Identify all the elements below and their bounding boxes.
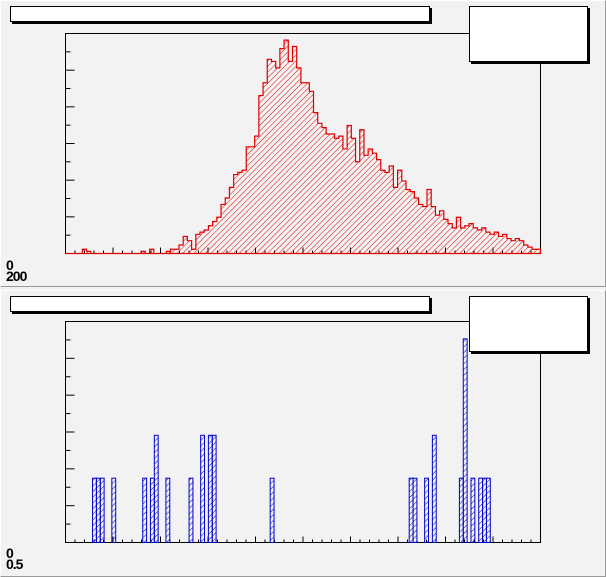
bottom-bar (149, 477, 155, 543)
bottom-axis-label-0: 0 (6, 545, 14, 561)
bottom-bar (200, 434, 206, 543)
bottom-bar (470, 477, 476, 543)
top-chart (65, 33, 542, 255)
bottom-bar (188, 477, 194, 543)
top-histogram (65, 39, 542, 255)
bottom-bar (95, 477, 101, 543)
top-area-fill (65, 40, 541, 254)
top-outline (65, 39, 542, 255)
bottom-bar (269, 477, 275, 543)
bottom-stats-box (469, 296, 588, 352)
bottom-bar (207, 434, 213, 543)
bottom-chart (65, 321, 541, 544)
bottom-pad: 0 0.5 (0, 290, 606, 577)
bottom-bar (412, 477, 418, 543)
bottom-plot-frame (65, 321, 541, 543)
bottom-bar (211, 434, 217, 543)
bottom-bar (431, 434, 437, 543)
bottom-axis-ticks (65, 321, 541, 543)
top-axis-label-1: 200 (6, 268, 27, 284)
bottom-bar (99, 477, 105, 543)
bottom-bar (92, 477, 97, 543)
bottom-bar (111, 477, 117, 543)
bottom-bar (153, 434, 159, 543)
bottom-axis-label-1: 0.5 (6, 556, 23, 572)
bottom-bar (408, 477, 414, 543)
top-stats-box (469, 6, 588, 62)
top-pad: 0 200 (0, 0, 606, 287)
bottom-histogram (92, 338, 491, 544)
bottom-bar (165, 477, 171, 543)
bottom-bar (458, 477, 464, 543)
bottom-bar (424, 477, 430, 543)
bottom-bar (142, 477, 148, 543)
bottom-bar (462, 338, 468, 544)
bottom-bar (482, 477, 487, 543)
bottom-bar (478, 477, 484, 543)
bottom-bar (485, 477, 491, 543)
top-title-box (10, 6, 430, 22)
top-axis-label-0: 0 (6, 257, 14, 273)
bottom-title-box (10, 296, 430, 312)
